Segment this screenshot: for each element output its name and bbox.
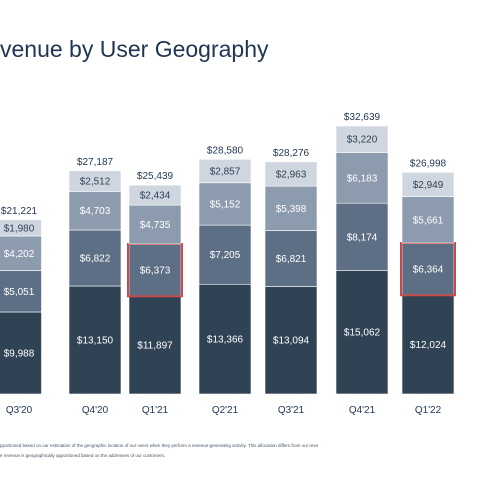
- bar-segment: [68, 285, 122, 395]
- bar-segment: [401, 172, 455, 197]
- segment-value-label: $4,202: [4, 249, 35, 260]
- chart-title: venue by User Geography: [0, 36, 269, 62]
- x-tick-label: Q1'21: [142, 405, 169, 416]
- total-label: $26,998: [410, 158, 447, 169]
- segment-value-label: $2,949: [413, 180, 444, 191]
- total-label: $25,439: [137, 171, 174, 182]
- bar-segment: [128, 204, 182, 245]
- bar-segment: [198, 224, 252, 285]
- segment-value-label: $11,897: [137, 341, 173, 352]
- segment-value-label: $6,373: [140, 266, 171, 277]
- bar-segment: [335, 202, 389, 271]
- segment-value-label: $6,822: [80, 254, 111, 265]
- bar-segment: [128, 296, 182, 395]
- segment-value-label: $6,364: [413, 265, 444, 276]
- bar-segment: [401, 294, 455, 395]
- x-tick-label: Q1'22: [415, 405, 442, 416]
- bar-segment: [264, 230, 318, 287]
- total-label: $32,639: [344, 112, 381, 123]
- bar-segment: [0, 270, 42, 313]
- segment-value-label: $8,174: [347, 232, 378, 243]
- x-tick-label: Q4'21: [349, 405, 376, 416]
- bar-segment: [68, 229, 122, 287]
- x-tick-label: Q4'20: [82, 405, 109, 416]
- segment-value-label: $3,220: [347, 135, 378, 146]
- segment-value-label: $7,205: [210, 250, 241, 261]
- segment-value-label: $2,857: [210, 167, 241, 178]
- segment-value-label: $9,988: [4, 348, 35, 359]
- bar-segment: [68, 170, 122, 192]
- bar-segment: [128, 243, 182, 297]
- footnotes: pportioned based on our estimation of th…: [0, 441, 480, 461]
- x-tick-label: Q3'21: [278, 405, 305, 416]
- segment-value-label: $2,434: [140, 191, 171, 202]
- bar-segment: [198, 159, 252, 184]
- footnote-line-1: pportioned based on our estimation of th…: [0, 443, 319, 448]
- bar-segment: [401, 196, 455, 244]
- bar-segment: [128, 184, 182, 206]
- bar-segment: [264, 161, 318, 187]
- bar-segment: [335, 152, 389, 204]
- bar-segment: [0, 235, 42, 271]
- bar-segment: [68, 191, 122, 231]
- total-label: $28,276: [273, 148, 310, 159]
- segment-value-label: $13,366: [207, 335, 244, 346]
- x-tick-label: Q3'20: [6, 405, 33, 416]
- bar-segment: [335, 125, 389, 153]
- segment-value-label: $5,152: [210, 199, 241, 210]
- segment-value-label: $2,963: [276, 169, 307, 180]
- bar-segment: [198, 283, 252, 395]
- segment-value-label: $12,024: [410, 340, 447, 351]
- footnote-line-2: e revenue is geographically apportioned …: [0, 453, 166, 458]
- segment-value-label: $15,062: [344, 328, 381, 339]
- segment-value-label: $1,980: [4, 223, 35, 234]
- stacked-bar-chart: $9,988 $5,051 $4,202 $1,980 $21,221 Q3'20 $13,…: [0, 112, 456, 416]
- segment-value-label: $6,183: [347, 173, 378, 184]
- total-label: $21,221: [1, 206, 38, 217]
- bar-segment: [264, 185, 318, 231]
- segment-value-label: $2,512: [80, 177, 111, 188]
- segment-value-label: $4,735: [140, 220, 171, 231]
- bar-segment: [335, 270, 389, 395]
- bar-segment: [0, 219, 42, 237]
- bar-segment: [264, 286, 318, 395]
- segment-value-label: $5,398: [276, 204, 307, 215]
- total-label: $28,580: [207, 145, 244, 156]
- segment-value-label: $6,821: [276, 254, 307, 265]
- total-label: $27,187: [77, 157, 114, 168]
- segment-value-label: $4,703: [80, 206, 111, 217]
- bar-segment: [198, 182, 252, 226]
- segment-value-label: $5,051: [4, 287, 35, 298]
- segment-value-label: $5,661: [413, 215, 444, 226]
- segment-value-label: $13,094: [273, 336, 310, 347]
- segment-value-label: $13,150: [77, 336, 114, 347]
- bar-segment: [0, 311, 42, 395]
- x-tick-label: Q2'21: [212, 405, 239, 416]
